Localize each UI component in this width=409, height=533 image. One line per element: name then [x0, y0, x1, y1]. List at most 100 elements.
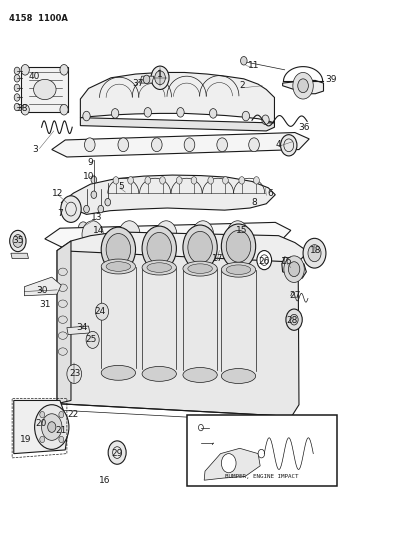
Text: 24: 24 — [94, 307, 105, 316]
Text: 13: 13 — [91, 213, 102, 222]
Bar — [186, 415, 336, 486]
Text: 28: 28 — [285, 316, 297, 325]
Text: 32: 32 — [198, 447, 209, 456]
Ellipse shape — [106, 262, 130, 271]
Text: 30: 30 — [36, 286, 48, 295]
Text: BUMPER, ENGINE IMPACT: BUMPER, ENGINE IMPACT — [225, 474, 298, 479]
Circle shape — [222, 176, 228, 184]
Circle shape — [59, 411, 64, 418]
Circle shape — [14, 103, 20, 111]
Polygon shape — [204, 448, 260, 480]
Ellipse shape — [34, 79, 56, 100]
Circle shape — [84, 138, 95, 152]
Circle shape — [61, 196, 81, 222]
Circle shape — [111, 109, 119, 118]
Text: 6: 6 — [267, 189, 272, 198]
Circle shape — [227, 221, 248, 248]
Circle shape — [226, 230, 250, 262]
Ellipse shape — [221, 262, 255, 277]
Text: 23: 23 — [69, 369, 81, 378]
Circle shape — [256, 251, 271, 270]
Circle shape — [60, 64, 68, 75]
Circle shape — [108, 441, 126, 464]
Text: 20: 20 — [35, 419, 46, 428]
Text: 14: 14 — [93, 227, 104, 236]
Text: 8: 8 — [251, 198, 256, 207]
Ellipse shape — [226, 265, 250, 274]
Text: 27: 27 — [288, 291, 300, 300]
Circle shape — [238, 176, 244, 184]
Ellipse shape — [101, 259, 135, 274]
Ellipse shape — [58, 284, 67, 292]
Text: 16: 16 — [99, 476, 110, 484]
Circle shape — [67, 365, 81, 383]
Text: 19: 19 — [19, 435, 31, 444]
Text: 10: 10 — [83, 172, 94, 181]
Ellipse shape — [221, 368, 255, 383]
Circle shape — [176, 108, 184, 117]
Ellipse shape — [182, 261, 217, 276]
Text: 7: 7 — [57, 209, 63, 218]
Circle shape — [280, 135, 296, 156]
Text: 25: 25 — [85, 335, 97, 344]
Circle shape — [144, 176, 150, 184]
Circle shape — [113, 176, 119, 184]
Text: 2: 2 — [238, 81, 244, 90]
Text: 35: 35 — [12, 237, 24, 246]
Polygon shape — [80, 72, 274, 123]
Circle shape — [191, 176, 196, 184]
Text: 34: 34 — [76, 323, 87, 332]
Circle shape — [151, 66, 169, 90]
Ellipse shape — [187, 264, 212, 273]
Circle shape — [155, 221, 176, 248]
Circle shape — [285, 309, 301, 330]
Circle shape — [118, 138, 128, 152]
Circle shape — [21, 104, 29, 115]
Circle shape — [91, 191, 97, 198]
Circle shape — [242, 111, 249, 121]
Circle shape — [221, 454, 236, 473]
Circle shape — [258, 449, 264, 458]
Circle shape — [146, 232, 171, 264]
Text: 39: 39 — [324, 75, 336, 84]
Circle shape — [105, 198, 110, 206]
Circle shape — [248, 138, 259, 152]
Text: 33: 33 — [196, 424, 207, 433]
Ellipse shape — [182, 368, 217, 382]
Circle shape — [98, 205, 103, 213]
Circle shape — [198, 424, 203, 431]
Text: 4158  1100A: 4158 1100A — [9, 14, 67, 23]
Circle shape — [184, 138, 194, 152]
Text: 5: 5 — [118, 182, 124, 191]
Circle shape — [128, 176, 133, 184]
Text: 22: 22 — [67, 410, 79, 419]
Circle shape — [192, 221, 213, 248]
Circle shape — [142, 226, 176, 271]
Circle shape — [209, 109, 216, 118]
Circle shape — [40, 411, 45, 418]
Polygon shape — [45, 222, 290, 247]
Circle shape — [151, 138, 162, 152]
Circle shape — [40, 437, 45, 442]
Circle shape — [240, 56, 247, 65]
Circle shape — [302, 238, 325, 268]
Ellipse shape — [58, 300, 67, 308]
Polygon shape — [67, 326, 90, 335]
Circle shape — [119, 221, 140, 248]
Circle shape — [182, 225, 217, 270]
Circle shape — [101, 227, 135, 272]
Circle shape — [41, 414, 62, 440]
Text: 3: 3 — [32, 145, 38, 154]
Circle shape — [60, 104, 68, 115]
Circle shape — [144, 108, 151, 117]
Circle shape — [14, 67, 20, 75]
Circle shape — [83, 111, 90, 121]
Polygon shape — [281, 257, 306, 278]
Text: 26: 26 — [258, 257, 269, 265]
Circle shape — [82, 221, 103, 248]
Circle shape — [207, 176, 213, 184]
Text: 18: 18 — [309, 246, 320, 255]
Circle shape — [14, 84, 20, 92]
Circle shape — [59, 437, 64, 442]
Text: 15: 15 — [236, 227, 247, 236]
